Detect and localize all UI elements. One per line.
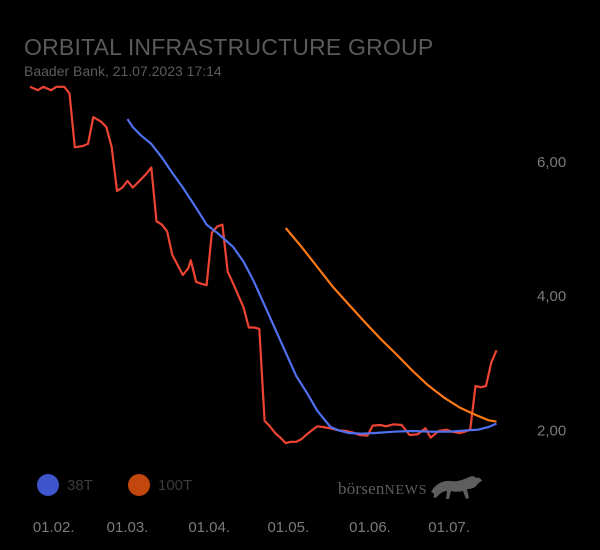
legend-label-100t: 100T	[158, 476, 193, 494]
x-tick-label: 01.03.	[107, 519, 149, 536]
bull-icon	[431, 476, 483, 499]
watermark-logo: börsenNEWS	[338, 472, 487, 506]
legend-item-100t[interactable]: 100T	[128, 474, 192, 496]
series-line-price	[29, 85, 498, 445]
y-tick-label: 2,00	[537, 423, 566, 440]
legend-label-38t: 38T	[67, 476, 93, 494]
watermark-text: börsenNEWS	[338, 479, 427, 499]
legend-marker-38t	[37, 474, 59, 496]
legend-marker-100t	[128, 474, 150, 496]
y-tick-label: 6,00	[537, 154, 566, 171]
x-tick-label: 01.06.	[349, 519, 391, 536]
chart-title: ORBITAL INFRASTRUCTURE GROUP	[24, 34, 434, 60]
legend-item-38t[interactable]: 38T	[37, 474, 93, 496]
series-line-ma100	[284, 227, 497, 423]
x-tick-label: 01.04.	[188, 519, 230, 536]
x-tick-label: 01.02.	[33, 519, 75, 536]
x-tick-label: 01.07.	[428, 519, 470, 536]
x-tick-label: 01.05.	[267, 519, 309, 536]
series-line-ma38	[126, 118, 497, 435]
chart-subtitle: Baader Bank, 21.07.2023 17:14	[24, 63, 222, 79]
watermark-brand-lower: börsen	[338, 479, 385, 498]
watermark-brand-caps: NEWS	[384, 483, 428, 498]
y-tick-label: 4,00	[537, 288, 566, 305]
